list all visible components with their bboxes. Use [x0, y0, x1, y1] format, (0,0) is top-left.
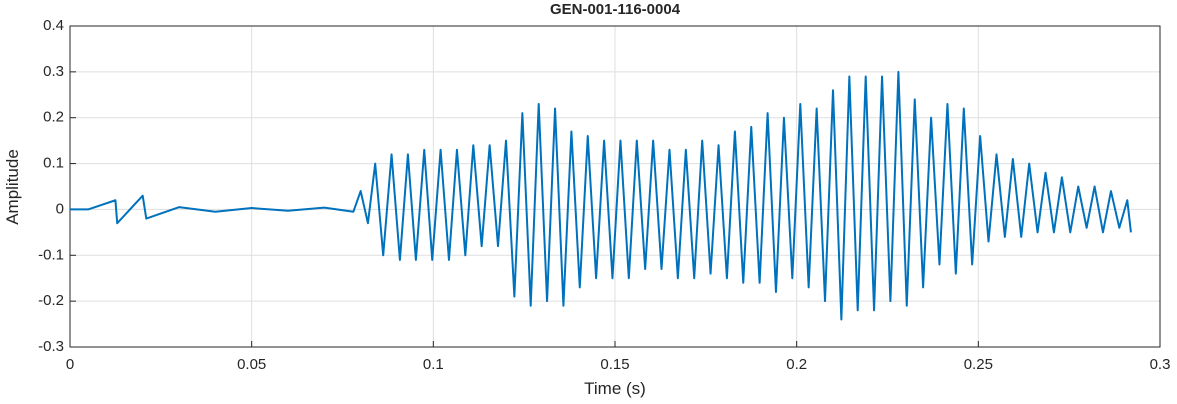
x-tick-label: 0.05	[237, 356, 266, 373]
y-tick-label: 0.3	[43, 63, 64, 80]
y-tick-label: -0.1	[38, 246, 64, 263]
x-tick-label: 0.25	[964, 356, 993, 373]
x-axis-label: Time (s)	[584, 379, 646, 398]
y-tick-label: 0.1	[43, 155, 64, 172]
x-tick-label: 0	[66, 356, 74, 373]
y-tick-label: 0.2	[43, 109, 64, 126]
x-tick-label: 0.2	[786, 356, 807, 373]
axes-box	[69, 25, 1161, 348]
waveform-line	[70, 70, 1132, 321]
x-tick-label: 0.1	[423, 356, 444, 373]
y-tick-label: -0.3	[38, 338, 64, 355]
x-tick-label: 0.3	[1150, 356, 1171, 373]
x-tick-label: 0.15	[600, 356, 629, 373]
y-axis-label: Amplitude	[3, 149, 22, 225]
y-tick-label: 0	[56, 200, 64, 217]
y-tick-label: -0.2	[38, 292, 64, 309]
chart-title: GEN-001-116-0004	[550, 1, 681, 18]
y-tick-label: 0.4	[43, 17, 64, 34]
